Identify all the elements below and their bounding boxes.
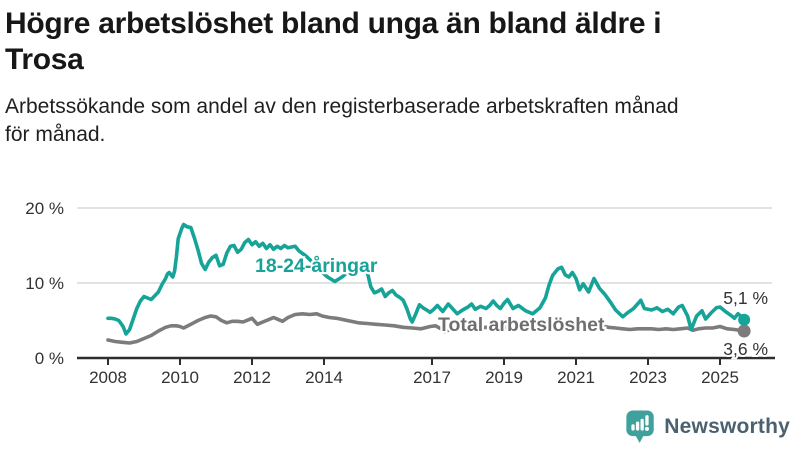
x-tick-label: 2014 — [305, 368, 343, 387]
y-tick-label: 10 % — [25, 274, 64, 293]
newsworthy-logo: Newsworthy — [625, 409, 790, 444]
x-tick-label: 2023 — [629, 368, 667, 387]
x-tick-label: 2008 — [89, 368, 127, 387]
newsworthy-bubble-chart-icon — [626, 410, 655, 443]
series-end-value-1: 5,1 % — [723, 288, 768, 308]
x-tick-label: 2021 — [557, 368, 595, 387]
series-end-dot-0 — [737, 324, 751, 338]
series-line-1 — [106, 222, 746, 336]
x-tick-label: 2025 — [701, 368, 739, 387]
x-tick-label: 2012 — [233, 368, 271, 387]
chart-header: Högre arbetslöshet bland unga än bland ä… — [0, 0, 800, 150]
chart-title-line1: Högre arbetslöshet bland unga än bland ä… — [5, 7, 662, 40]
x-tick-label: 2019 — [485, 368, 523, 387]
series-end-value-0: 3,6 % — [723, 339, 768, 359]
chart-subtitle-line2: för månad. — [5, 123, 106, 147]
x-tick-label: 2017 — [413, 368, 451, 387]
chart-title-line2: Trosa — [5, 43, 84, 76]
chart-subtitle: Arbetssökande som andel av den registerb… — [5, 93, 792, 150]
y-tick-label: 20 % — [25, 199, 64, 218]
chart-title: Högre arbetslöshet bland unga än bland ä… — [5, 6, 792, 78]
chart-subtitle-line1: Arbetssökande som andel av den registerb… — [5, 95, 679, 118]
series-label-1: 18-24-åringar — [255, 254, 378, 277]
x-tick-label: 2010 — [161, 368, 199, 387]
series-end-dot-1 — [738, 313, 751, 326]
series-label-0: Total arbetslöshet — [438, 314, 605, 336]
series-line-0 — [106, 311, 746, 345]
y-tick-label: 0 % — [35, 349, 64, 368]
newsworthy-logo-text: Newsworthy — [664, 414, 790, 438]
